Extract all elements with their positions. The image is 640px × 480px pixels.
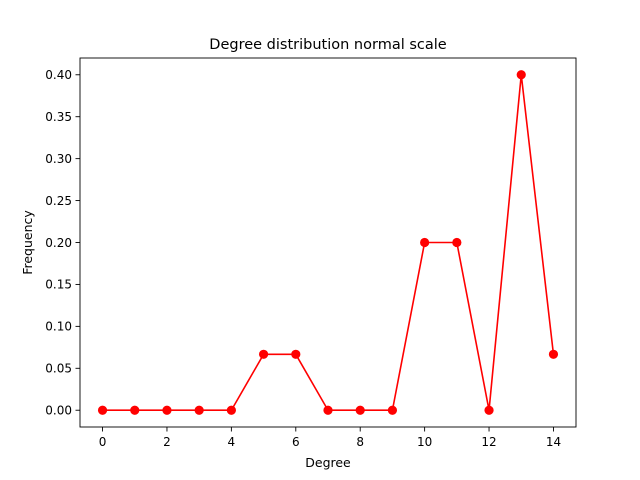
x-tick-label: 10 xyxy=(417,435,432,449)
x-tick-label: 6 xyxy=(292,435,300,449)
series-layer xyxy=(97,70,559,415)
y-tick-label: 0.20 xyxy=(45,236,72,250)
data-point xyxy=(484,405,494,415)
series-line xyxy=(102,74,555,412)
data-point xyxy=(452,237,462,248)
x-axis: 0 2 4 6 8 10 12 14 xyxy=(99,427,561,449)
y-axis-label: Frequency xyxy=(20,210,35,275)
chart-title: Degree distribution normal scale xyxy=(209,37,446,53)
x-tick-label: 4 xyxy=(228,435,236,449)
data-point xyxy=(97,405,108,415)
x-tick-label: 2 xyxy=(163,435,171,449)
data-point xyxy=(548,349,559,359)
y-tick-label: 0.40 xyxy=(45,68,72,82)
y-axis: 0.00 0.05 0.10 0.15 0.20 0.25 0.30 0.35 0.40 xyxy=(45,68,80,418)
data-point xyxy=(162,405,172,415)
y-tick-label: 0.35 xyxy=(45,110,72,124)
data-point xyxy=(516,70,526,80)
y-tick-label: 0.00 xyxy=(45,404,72,418)
y-tick-label: 0.15 xyxy=(45,278,72,292)
data-point xyxy=(291,349,301,359)
y-tick-label: 0.25 xyxy=(45,194,72,208)
x-tick-label: 8 xyxy=(356,435,364,449)
data-point xyxy=(258,349,269,359)
x-axis-label: Degree xyxy=(305,455,351,470)
plot-area: 0 2 4 6 8 10 12 14 0.00 0.05 0.10 0.15 0.20 0.25 0.30… xyxy=(45,57,577,449)
axes-frame xyxy=(79,57,577,428)
y-tick-label: 0.10 xyxy=(45,320,72,334)
data-point xyxy=(420,237,430,248)
x-tick-label: 12 xyxy=(481,435,496,449)
y-tick-label: 0.30 xyxy=(45,152,72,166)
data-point xyxy=(387,405,398,415)
x-tick-label: 14 xyxy=(546,435,561,449)
data-point xyxy=(130,405,140,415)
data-point xyxy=(226,405,236,415)
x-tick-label: 0 xyxy=(99,435,107,449)
data-point xyxy=(323,405,333,415)
data-point xyxy=(194,405,204,415)
y-tick-label: 0.05 xyxy=(45,362,72,376)
data-point xyxy=(355,405,365,415)
